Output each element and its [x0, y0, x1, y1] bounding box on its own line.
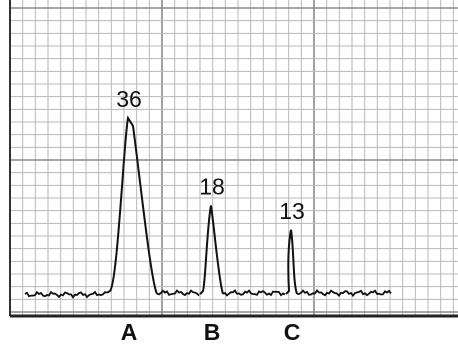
baseline	[222, 289, 286, 297]
peak	[106, 115, 158, 295]
baseline	[24, 290, 108, 299]
peak	[285, 229, 298, 295]
peak-label: 13	[279, 198, 305, 224]
category-label: C	[284, 319, 301, 345]
baseline	[296, 288, 392, 298]
baseline	[156, 289, 200, 297]
category-label: A	[121, 319, 138, 345]
graph-paper	[9, 0, 458, 316]
peak-label: 18	[199, 174, 225, 200]
peak-label: 36	[116, 86, 142, 112]
category-label: B	[204, 319, 221, 345]
peak	[199, 205, 224, 295]
